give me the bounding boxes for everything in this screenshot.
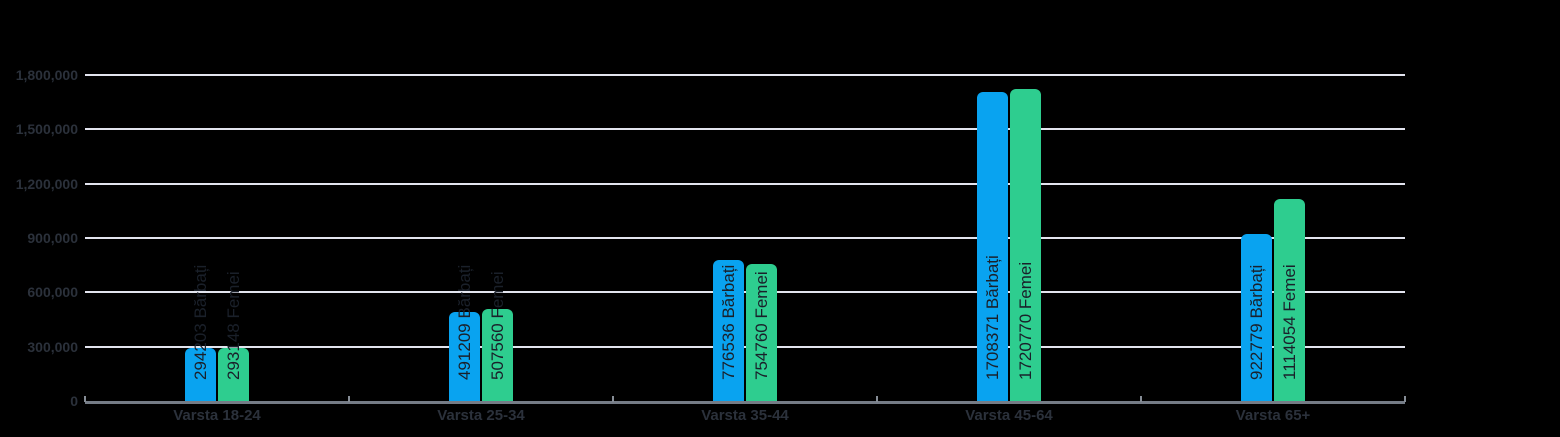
bar-value-label-femei-varsta-45-64: 1720770 Femei	[1015, 261, 1035, 380]
gridline-900000	[85, 237, 1405, 239]
category-label-varsta-18-24: Varsta 18-24	[173, 407, 261, 424]
y-tick-label-300000: 300,000	[27, 338, 78, 355]
category-label-varsta-25-34: Varsta 25-34	[437, 407, 525, 424]
bar-value-label-femei-varsta-35-44: 754760 Femei	[751, 271, 771, 380]
y-tick-label-1200000: 1,200,000	[15, 175, 78, 192]
bar-femei-varsta-18-24[interactable]	[218, 347, 249, 401]
bar-b-rba-i-varsta-18-24[interactable]	[185, 347, 216, 401]
bar-value-label-femei-varsta-25-34: 507560 Femei	[487, 271, 507, 380]
x-axis-line	[85, 401, 1405, 404]
x-axis-tick-4	[1140, 396, 1142, 402]
x-axis-tick-3	[876, 396, 878, 402]
y-tick-label-0: 0	[70, 393, 78, 409]
y-tick-label-600000: 600,000	[27, 284, 78, 301]
bar-femei-varsta-65-[interactable]	[1274, 199, 1305, 401]
gridline-1200000	[85, 182, 1405, 185]
bar-value-label-b-rba-i-varsta-35-44: 776536 Bărbați	[718, 264, 738, 380]
bar-b-rba-i-varsta-35-44[interactable]	[713, 260, 744, 401]
bar-value-label-femei-varsta-18-24: 293148 Femei	[223, 271, 243, 380]
gridline-600000	[85, 291, 1405, 294]
x-axis-tick-0	[84, 396, 86, 402]
bar-femei-varsta-35-44[interactable]	[746, 264, 777, 401]
x-axis-tick-2	[612, 396, 614, 402]
bar-value-label-femei-varsta-65-: 1114054 Femei	[1279, 264, 1299, 380]
bar-b-rba-i-varsta-45-64[interactable]	[977, 91, 1008, 401]
bar-value-label-b-rba-i-varsta-45-64: 1708371 Bărbați	[982, 255, 1002, 380]
bar-b-rba-i-varsta-65-[interactable]	[1241, 233, 1272, 401]
bar-value-label-b-rba-i-varsta-65-: 922779 Bărbați	[1246, 264, 1266, 380]
bar-b-rba-i-varsta-25-34[interactable]	[449, 312, 480, 401]
bar-femei-varsta-45-64[interactable]	[1010, 89, 1041, 401]
gridline-300000	[85, 345, 1405, 348]
y-tick-label-900000: 900,000	[27, 230, 78, 246]
bar-femei-varsta-25-34[interactable]	[482, 309, 513, 401]
y-tick-label-1800000: 1,800,000	[15, 67, 78, 83]
gridline-1800000	[85, 74, 1405, 76]
category-label-varsta-45-64: Varsta 45-64	[965, 407, 1053, 424]
bar-value-label-b-rba-i-varsta-18-24: 294203 Bărbați	[190, 264, 210, 380]
y-tick-label-1500000: 1,500,000	[15, 121, 78, 138]
gridline-1500000	[85, 128, 1405, 131]
category-label-varsta-65-: Varsta 65+	[1235, 407, 1311, 424]
x-axis-tick-1	[348, 396, 350, 402]
bar-value-label-b-rba-i-varsta-25-34: 491209 Bărbați	[454, 264, 474, 380]
x-axis-tick-5	[1404, 396, 1406, 402]
category-label-varsta-35-44: Varsta 35-44	[701, 407, 789, 424]
